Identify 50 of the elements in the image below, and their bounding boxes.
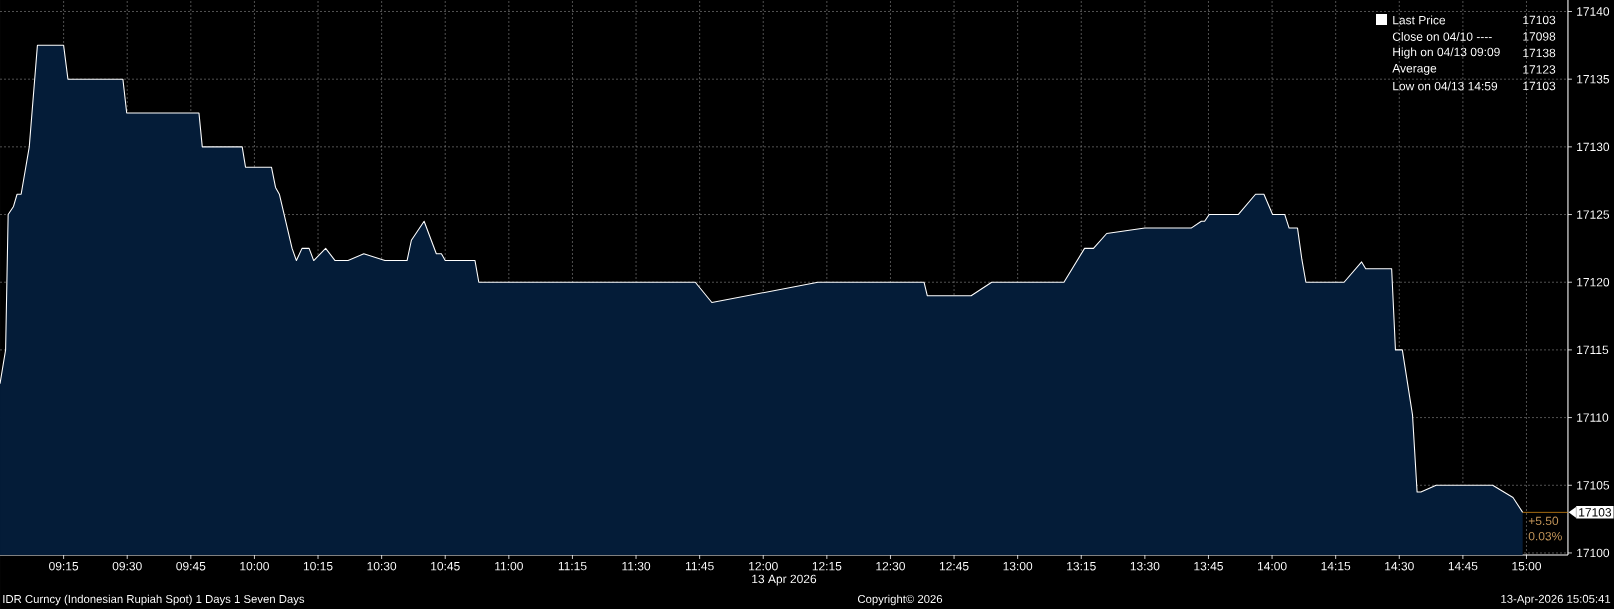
annotation: Average (1392, 64, 1437, 75)
x-tick-label: 12:00 (749, 561, 778, 571)
x-tick-label: 13:15 (1067, 561, 1096, 571)
annotation: Low on 04/13 14:59 (1393, 81, 1498, 91)
x-tick-label: 14:15 (1321, 561, 1351, 571)
legend-label: Last Price (1393, 15, 1446, 25)
x-axis-title: 13 Apr 2026 (752, 574, 817, 586)
y-tick-label: 17110 (1577, 413, 1609, 422)
y-tick-label: 17120 (1577, 277, 1610, 287)
annotation: 17123 (1523, 65, 1556, 74)
text: Copyright© 2026 (857, 594, 943, 606)
annotation: +5.50 (1528, 516, 1559, 526)
text: 17103 (1579, 508, 1612, 517)
y-tick-label: 17105 (1577, 481, 1610, 490)
x-tick-label: 10:30 (367, 561, 397, 571)
x-tick-label: 14:45 (1448, 561, 1478, 571)
y-tick-label: 17125 (1577, 210, 1610, 219)
y-tick-label: 17135 (1577, 74, 1610, 84)
x-tick-label: 10:15 (303, 561, 333, 571)
annotation: Close on 04/10 ---- (1392, 32, 1492, 41)
annotation: 17098 (1523, 32, 1556, 41)
y-tick-label: 17100 (1577, 548, 1610, 558)
x-tick-label: 13:30 (1130, 561, 1160, 571)
x-tick-label: 13:00 (1003, 561, 1033, 571)
x-tick-label: 10:00 (240, 561, 269, 571)
annotation: 0.03% (1528, 531, 1562, 541)
x-tick-label: 09:30 (112, 561, 142, 571)
x-tick-label: 12:45 (939, 561, 969, 571)
x-tick-label: 11:30 (622, 561, 651, 571)
x-tick-label: 10:45 (431, 561, 460, 571)
x-tick-label: 12:15 (812, 561, 842, 571)
y-tick-label: 17115 (1577, 345, 1609, 355)
x-tick-label: 09:45 (176, 561, 206, 571)
x-tick-label: 11:15 (558, 561, 587, 571)
x-tick-label: 14:00 (1257, 561, 1287, 571)
x-tick-label: 12:30 (876, 561, 905, 571)
annotation: 17103 (1523, 81, 1556, 91)
y-tick-label: 17140 (1577, 7, 1610, 16)
x-tick-label: 13:45 (1194, 561, 1223, 571)
annotation: High on 04/13 09:09 (1393, 47, 1500, 59)
x-tick-label: 14:30 (1385, 561, 1414, 571)
annotation: 17138 (1523, 48, 1556, 58)
x-tick-label: 11:00 (495, 561, 523, 571)
annotation: 17103 (1523, 15, 1556, 25)
text: 13-Apr-2026 15:05:41 (1501, 594, 1611, 606)
x-tick-label: 09:15 (49, 561, 79, 571)
y-tick-label: 17130 (1577, 142, 1610, 152)
x-tick-label: 15:00 (1512, 561, 1542, 571)
text: IDR Curncy (Indonesian Rupiah Spot) 1 Days 1 Seven Days (3, 594, 305, 606)
x-tick-label: 11:45 (685, 561, 714, 571)
